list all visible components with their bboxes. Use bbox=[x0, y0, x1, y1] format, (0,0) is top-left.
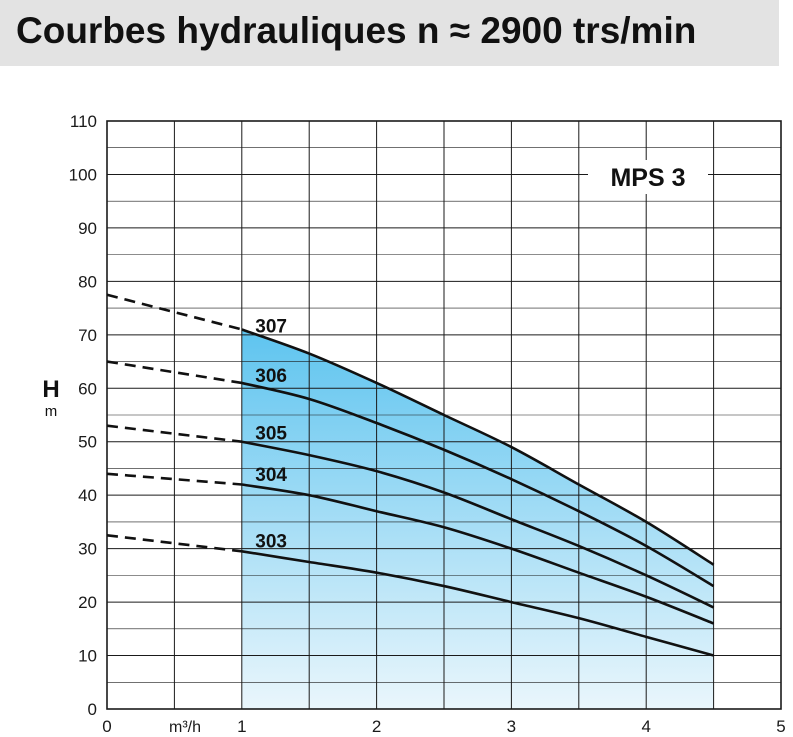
x-tick-label: 2 bbox=[372, 717, 381, 736]
y-axis-label: H bbox=[42, 376, 59, 403]
y-tick-label: 100 bbox=[69, 165, 97, 184]
page-title: Courbes hydrauliques n ≈ 2900 trs/min bbox=[16, 10, 697, 51]
x-tick-label: 3 bbox=[507, 717, 516, 736]
x-unit-label: m³/h bbox=[169, 719, 201, 736]
curve-306 bbox=[241, 381, 715, 588]
curve-dashed-307 bbox=[106, 293, 243, 331]
curve-304 bbox=[241, 483, 715, 625]
y-tick-label: 40 bbox=[78, 486, 97, 505]
operating-area bbox=[241, 329, 714, 709]
y-tick-label: 60 bbox=[78, 379, 97, 398]
y-tick-label: 50 bbox=[78, 433, 97, 452]
y-tick-label: 80 bbox=[78, 272, 97, 291]
y-tick-label: 20 bbox=[78, 593, 97, 612]
x-tick-label: 0 bbox=[102, 717, 111, 736]
plot-frame bbox=[106, 120, 782, 710]
x-tick-label: 1 bbox=[237, 717, 246, 736]
series-label-304: 304 bbox=[255, 465, 287, 486]
y-tick-label: 110 bbox=[70, 112, 97, 131]
curve-dashed-304 bbox=[106, 472, 242, 486]
series-label-305: 305 bbox=[255, 423, 287, 444]
y-tick-label: 0 bbox=[88, 700, 97, 719]
model-label: MPS 3 bbox=[610, 164, 685, 192]
y-tick-label: 10 bbox=[78, 647, 97, 666]
series-label-303: 303 bbox=[255, 532, 287, 553]
series-label-306: 306 bbox=[255, 366, 287, 387]
model-label-bg bbox=[588, 160, 708, 194]
y-tick-label: 30 bbox=[78, 540, 97, 559]
curve-dashed-303 bbox=[106, 533, 242, 553]
y-axis-unit: m bbox=[45, 403, 58, 420]
title-band: Courbes hydrauliques n ≈ 2900 trs/min bbox=[0, 0, 779, 66]
y-tick-label: 90 bbox=[78, 219, 97, 238]
curve-dashed-305 bbox=[106, 424, 242, 444]
x-tick-label: 4 bbox=[641, 717, 650, 736]
curve-303 bbox=[241, 550, 714, 657]
curve-dashed-306 bbox=[106, 360, 243, 385]
x-tick-label: 5 bbox=[776, 717, 785, 736]
y-tick-label: 70 bbox=[78, 326, 97, 345]
curve-305 bbox=[241, 440, 715, 609]
series-label-307: 307 bbox=[255, 317, 287, 338]
curve-307 bbox=[241, 328, 715, 566]
